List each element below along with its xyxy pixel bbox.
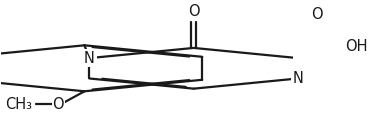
Text: N: N: [84, 51, 95, 66]
Text: O: O: [311, 7, 323, 22]
Text: O: O: [188, 4, 199, 19]
Text: O: O: [52, 97, 64, 112]
Text: CH₃: CH₃: [5, 97, 32, 112]
Text: N: N: [293, 71, 304, 86]
Text: OH: OH: [345, 39, 368, 55]
